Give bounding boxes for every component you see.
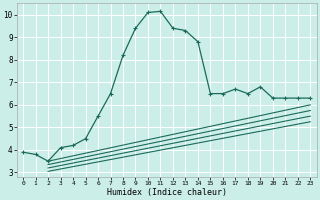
X-axis label: Humidex (Indice chaleur): Humidex (Indice chaleur) [107,188,227,197]
